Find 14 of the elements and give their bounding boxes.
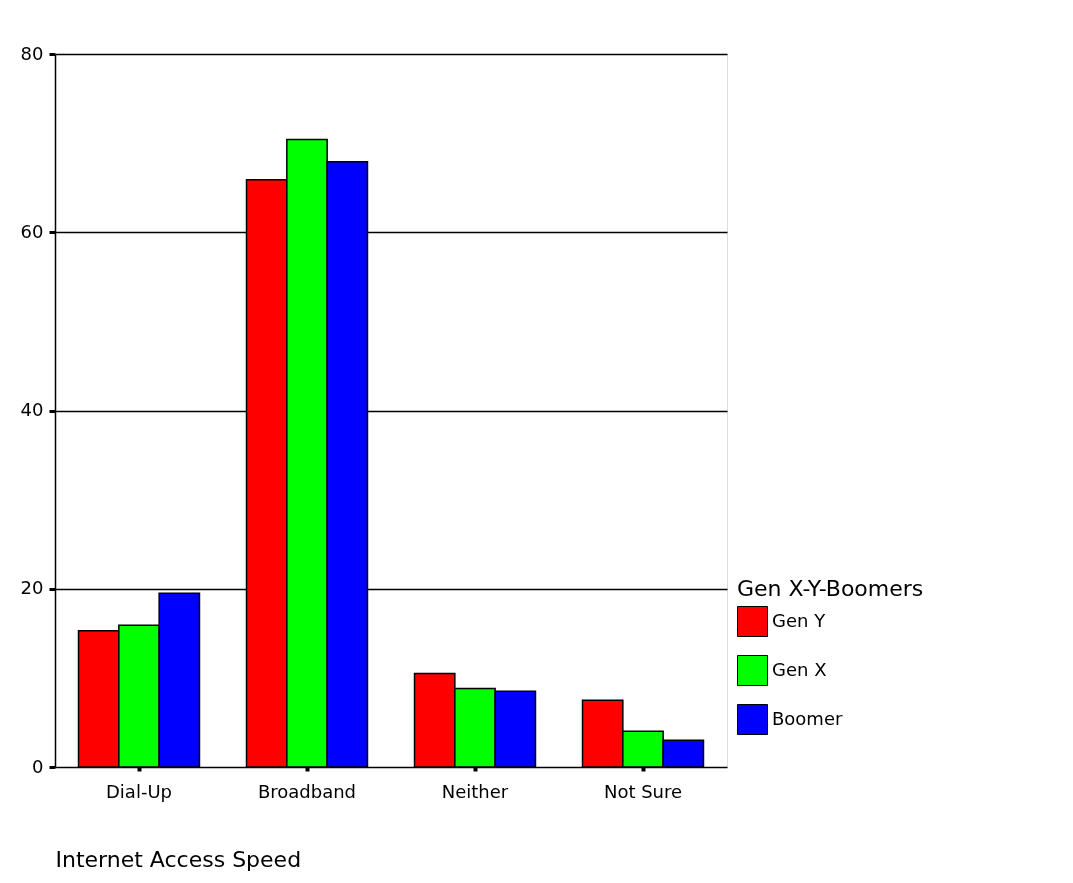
legend-label: Gen Y (772, 609, 827, 631)
y-tick-label: 0 (32, 755, 44, 777)
y-tick-label: 60 (20, 220, 44, 242)
x-tick-label: Neither (441, 780, 509, 802)
legend-label: Gen X (772, 658, 827, 680)
x-tick-label: Broadband (257, 780, 357, 802)
x-axis-title: Internet Access Speed (55, 846, 302, 872)
x-tick-label: Dial-Up (106, 780, 172, 802)
y-tick-label: 80 (20, 42, 44, 64)
y-tick-label: 20 (20, 577, 44, 599)
y-tick-label: 40 (20, 399, 44, 420)
x-tick-label: Not Sure (603, 780, 683, 802)
legend-title: Gen X-Y-Boomers (737, 576, 924, 601)
legend-label: Boomer (772, 707, 843, 729)
